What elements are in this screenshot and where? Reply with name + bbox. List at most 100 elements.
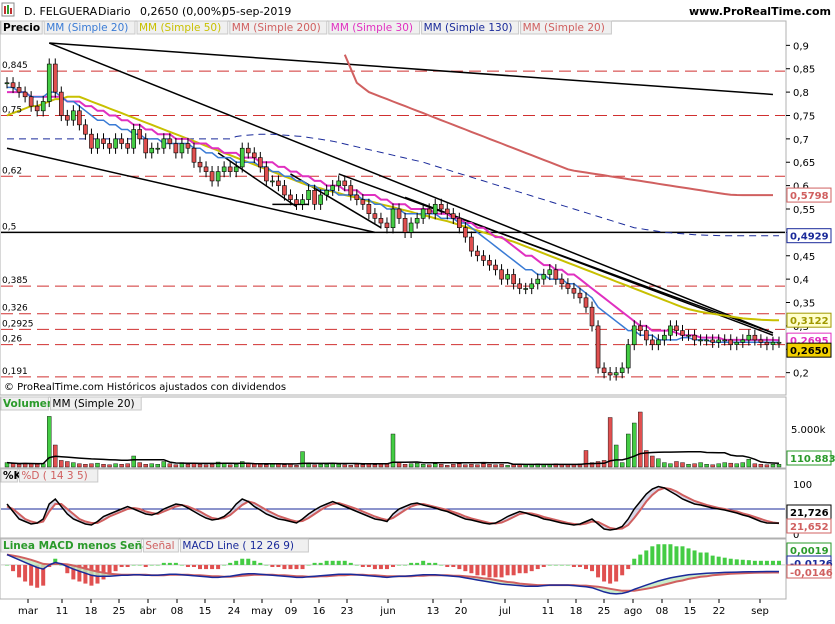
volume-bar xyxy=(318,464,323,468)
candle-body xyxy=(613,372,619,376)
candle-body xyxy=(95,138,100,149)
macd-histogram-bar xyxy=(571,564,576,568)
macd-legend-item: Señal xyxy=(145,540,174,552)
macd-histogram-bar xyxy=(656,544,661,565)
macd-histogram-bar xyxy=(433,562,438,565)
x-axis-label: jul xyxy=(498,606,511,617)
candle-body xyxy=(245,147,251,154)
volume-bar xyxy=(185,464,191,468)
macd-histogram-bar xyxy=(722,557,727,565)
macd-histogram-bar xyxy=(258,562,263,565)
candle-body xyxy=(589,306,595,327)
site-url[interactable]: www.ProRealTime.com xyxy=(689,5,831,18)
volume-bar xyxy=(149,463,154,468)
candle-body xyxy=(366,204,372,214)
level-label: 0,326 xyxy=(2,304,28,314)
candle-body xyxy=(680,330,685,336)
trendline xyxy=(6,147,376,234)
macd-histogram-bar xyxy=(276,564,281,568)
candle-body xyxy=(535,278,541,285)
stoch-legend-box xyxy=(0,468,18,483)
level-label: 0,75 xyxy=(2,105,22,115)
volume-bar xyxy=(770,464,776,468)
candle-body xyxy=(342,180,348,186)
price-value-label: 0,3122 xyxy=(790,316,829,327)
price-legend-item: MM (Simple 20) xyxy=(523,22,605,34)
candle-body xyxy=(125,143,130,149)
sma200-line xyxy=(343,54,773,197)
header-icon[interactable] xyxy=(1,2,15,17)
candle-body xyxy=(444,208,450,214)
chart-period: Diario xyxy=(98,5,131,18)
volume-bar xyxy=(77,463,82,468)
volume-bar xyxy=(463,464,468,468)
candle-body xyxy=(372,213,378,219)
macd-histogram-bar xyxy=(620,564,625,576)
candle-body xyxy=(662,334,667,341)
macd-histogram-bar xyxy=(752,560,757,565)
candle-body xyxy=(77,110,82,126)
candle-body xyxy=(475,250,480,257)
stoch-axis-label: 100 xyxy=(793,480,812,491)
volume-bar xyxy=(457,463,462,468)
volume-bar xyxy=(722,462,727,468)
volume-bar xyxy=(668,463,673,468)
macd-histogram-bar xyxy=(167,562,172,565)
candle-body xyxy=(716,339,721,343)
volume-bar xyxy=(131,455,136,468)
macd-value-label: -0,0146 xyxy=(790,568,833,579)
volume-bar xyxy=(119,464,124,468)
candle-body xyxy=(119,138,124,144)
candle-body xyxy=(46,63,52,102)
price-legend-box xyxy=(520,20,612,35)
macd-histogram-bar xyxy=(583,564,588,570)
macd-histogram-bar xyxy=(499,564,504,578)
macd-histogram-bar xyxy=(246,558,251,565)
macd-histogram-bar xyxy=(710,555,715,565)
price-legend-item: MM (Simple 20) xyxy=(46,22,128,34)
candle-body xyxy=(40,101,46,112)
candle-body xyxy=(71,110,76,121)
candle-body xyxy=(577,292,583,299)
price-axis-label: 0,55 xyxy=(793,205,815,216)
candle-body xyxy=(10,82,16,88)
candle-body xyxy=(553,269,559,280)
macd-histogram-bar xyxy=(354,564,359,566)
macd-histogram-bar xyxy=(704,552,709,565)
volume-bar xyxy=(143,464,148,468)
macd-histogram-bar xyxy=(11,564,16,572)
candle-body xyxy=(625,344,631,369)
level-label: 0,2925 xyxy=(2,319,34,329)
volume-bar xyxy=(740,462,745,468)
volume-bar xyxy=(499,464,504,468)
candle-body xyxy=(378,218,384,224)
macd-histogram-bar xyxy=(41,564,46,586)
level-label: 0,191 xyxy=(2,367,28,377)
price-value-label: 0,2650 xyxy=(790,346,829,357)
x-axis-label: 18 xyxy=(570,606,583,617)
macd-histogram-bar xyxy=(734,559,739,565)
candle-body xyxy=(764,341,770,345)
macd-histogram-bar xyxy=(143,564,148,568)
candle-body xyxy=(469,236,474,252)
macd-histogram-bar xyxy=(312,562,317,565)
volume-bar xyxy=(734,463,739,468)
macd-histogram-bar xyxy=(632,558,637,565)
macd-histogram-bar xyxy=(475,564,480,576)
price-value-box xyxy=(786,228,832,244)
macd-histogram-bar xyxy=(29,564,34,586)
candle-body xyxy=(233,166,239,172)
candle-body xyxy=(22,91,28,98)
candle-body xyxy=(704,339,709,342)
trendline xyxy=(404,196,774,336)
candle-body xyxy=(101,138,106,144)
candle-body xyxy=(360,199,366,205)
macd-histogram-bar xyxy=(252,560,257,565)
candle-body xyxy=(770,341,776,345)
macd-histogram-bar xyxy=(210,564,215,570)
x-axis-label: 18 xyxy=(85,606,98,617)
price-axis-label: 0,65 xyxy=(793,158,815,169)
price-legend-item: MM (Simple 30) xyxy=(331,22,413,34)
candle-body xyxy=(348,185,354,196)
